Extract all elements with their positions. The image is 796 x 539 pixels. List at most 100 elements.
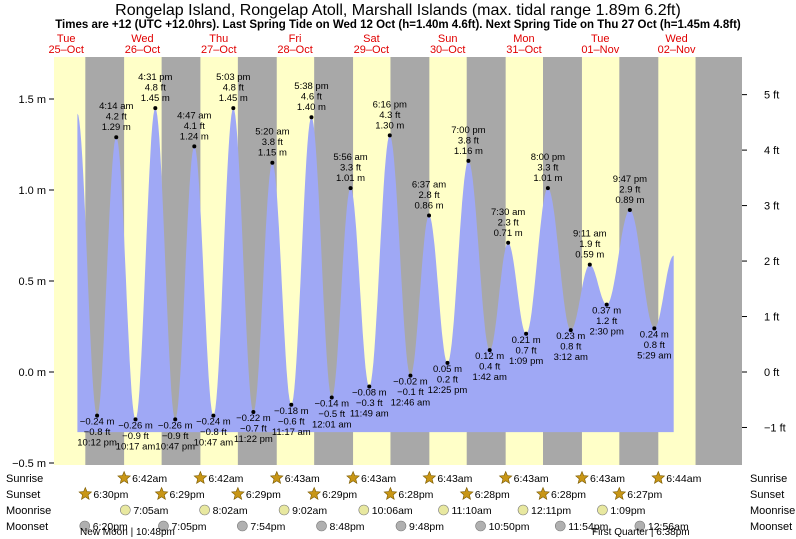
tide-label: 1.01 m: [533, 173, 562, 184]
tide-point: [289, 402, 294, 407]
tide-label: 0.23 m: [556, 331, 585, 342]
tide-point: [309, 115, 314, 120]
sun-icon: [459, 486, 474, 500]
tide-label: 1.45 m: [219, 93, 248, 104]
moonrise-time: 10:06am: [372, 505, 413, 517]
sun-icon: [651, 470, 666, 484]
tide-label: 0.12 m: [475, 351, 504, 362]
tide-label: 1.2 ft: [596, 316, 617, 327]
sunrise-time: 6:43am: [590, 473, 625, 485]
tide-label: 0.71 m: [494, 228, 523, 239]
right-axis-label: −1 ft: [764, 422, 786, 434]
day-name: Sun: [438, 33, 458, 45]
tide-label: 11:17 am: [272, 427, 311, 438]
tide-label: 3.3 ft: [537, 163, 558, 174]
tide-label: 2.8 ft: [418, 190, 439, 201]
day-date: 31–Oct: [506, 44, 541, 56]
tide-label: 10:47 pm: [155, 441, 195, 452]
moon-icon: [158, 520, 169, 532]
tide-point: [408, 373, 413, 378]
tide-label: 12:46 am: [391, 398, 431, 409]
moonrise-time: 11:10am: [452, 505, 492, 517]
tide-label: 4.6 ft: [301, 92, 322, 103]
tide-point: [367, 384, 372, 389]
sun-icon: [383, 486, 398, 500]
tide-point: [627, 208, 632, 213]
tide-label: −0.5 ft: [318, 409, 345, 420]
right-axis-label: 2 ft: [764, 256, 779, 268]
tide-label: 12:01 am: [312, 419, 352, 430]
tide-point: [487, 348, 492, 353]
tide-label: −0.9 ft: [162, 431, 189, 442]
tide-point: [506, 240, 511, 245]
tide-label: 8:00 pm: [531, 152, 565, 163]
sunrise-time: 6:43am: [514, 473, 549, 485]
tide-label: 10:17 am: [116, 441, 156, 452]
chart-title: Rongelap Island, Rongelap Atoll, Marshal…: [115, 2, 681, 19]
tide-point: [387, 133, 392, 138]
tide-point: [427, 213, 432, 218]
day-name: Fri: [289, 33, 302, 45]
tide-label: 5:38 pm: [294, 81, 328, 92]
moon-icon: [634, 520, 646, 532]
moon-icon: [554, 520, 566, 532]
tide-label: 0.59 m: [575, 250, 604, 261]
tide-label: 4.2 ft: [106, 112, 127, 123]
row-label-left: Sunset: [6, 489, 40, 501]
left-axis-label: 1.5 m: [18, 94, 46, 106]
tide-label: 11:49 am: [350, 409, 389, 420]
right-axis-label: 5 ft: [764, 90, 779, 102]
sun-icon: [498, 470, 513, 484]
row-label-left: Moonrise: [6, 505, 51, 517]
moonset-time: 8:48pm: [330, 521, 365, 533]
tide-point: [545, 186, 550, 191]
tide-label: 0.89 m: [615, 195, 644, 206]
sunset-time: 6:28pm: [551, 489, 586, 501]
tide-point: [348, 186, 353, 191]
row-label-right: Sunset: [750, 489, 784, 501]
tide-label: −0.18 m: [274, 406, 309, 417]
tide-label: 3.3 ft: [340, 163, 361, 174]
tide-label: 6:37 am: [412, 179, 446, 190]
tide-label: −0.1 ft: [397, 387, 424, 398]
sunrise-time: 6:42am: [208, 473, 243, 485]
moon-icon: [120, 504, 131, 516]
tide-label: 1.29 m: [102, 122, 131, 133]
sunset-time: 6:29pm: [322, 489, 357, 501]
tide-point: [329, 395, 334, 400]
left-axis-label: 0.5 m: [18, 276, 46, 288]
tide-label: 0.05 m: [433, 364, 462, 375]
day-date: 29–Oct: [354, 44, 389, 56]
tide-label: −0.3 ft: [356, 398, 383, 409]
sunset-time: 6:28pm: [475, 489, 510, 501]
tide-label: −0.08 m: [352, 388, 387, 399]
tide-label: 1.15 m: [258, 148, 287, 159]
tide-label: 12:25 pm: [428, 385, 468, 396]
tide-label: 5:29 am: [637, 350, 671, 361]
moonset-time: 10:50pm: [489, 521, 530, 533]
tide-label: 1.16 m: [454, 146, 483, 157]
day-date: 26–Oct: [125, 44, 160, 56]
tide-label: 1.24 m: [180, 131, 209, 142]
sunrise-time: 6:42am: [132, 473, 167, 485]
sun-icon: [307, 486, 322, 500]
moonset-time: 7:05pm: [171, 521, 206, 533]
tide-label: 1:09 pm: [509, 356, 543, 367]
tide-label: −0.6 ft: [278, 416, 305, 427]
tide-label: −0.14 m: [314, 398, 349, 409]
day-date: 27–Oct: [201, 44, 236, 56]
tide-label: 10:47 am: [194, 438, 234, 449]
sun-icon: [78, 486, 93, 500]
tide-label: 4:14 am: [99, 101, 133, 112]
tide-point: [114, 135, 119, 140]
tide-label: 3.8 ft: [262, 137, 283, 148]
tide-label: 4:47 am: [177, 110, 211, 121]
tide-point: [270, 160, 275, 165]
tide-label: −0.26 m: [118, 420, 153, 431]
right-axis-label: 1 ft: [764, 312, 779, 324]
tide-label: 1.45 m: [141, 93, 170, 104]
tide-point: [587, 262, 592, 267]
moon-icon: [395, 520, 407, 532]
tide-label: −0.24 m: [80, 417, 115, 428]
tide-label: 11:22 pm: [234, 434, 273, 445]
